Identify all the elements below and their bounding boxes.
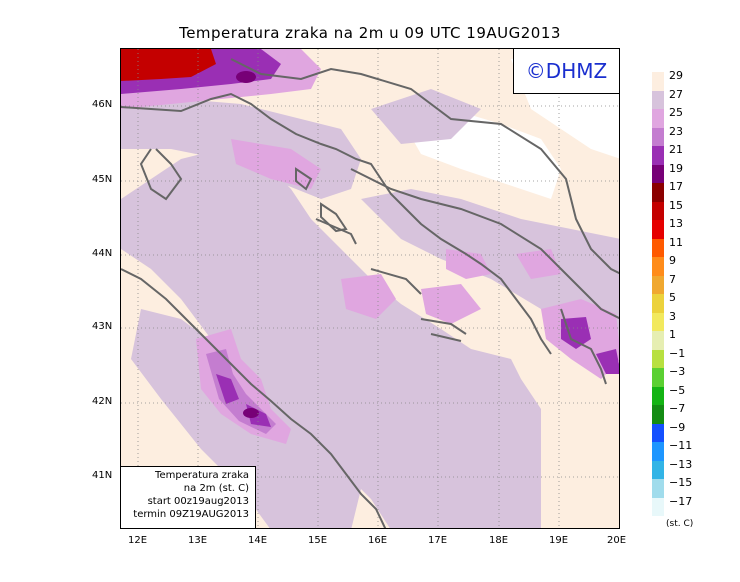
legend-swatch <box>652 423 664 442</box>
legend-label: 9 <box>669 254 676 267</box>
legend-label: 25 <box>669 106 683 119</box>
info-line: Temperatura zraka <box>155 470 249 481</box>
legend-swatch <box>652 442 664 461</box>
legend-label: −5 <box>669 383 686 397</box>
legend-swatch <box>652 497 664 516</box>
lat-label: 43N <box>92 321 113 332</box>
legend-swatch <box>652 331 664 350</box>
lon-label: 16E <box>368 535 388 546</box>
legend-swatch <box>652 312 664 331</box>
legend-label: 11 <box>669 235 683 249</box>
legend-label: 13 <box>669 217 683 230</box>
legend-label: −17 <box>669 494 693 508</box>
map-canvas <box>121 49 619 528</box>
legend-label: −7 <box>669 402 686 415</box>
legend-swatch <box>652 183 664 202</box>
legend-swatch <box>652 238 664 257</box>
legend-swatch <box>652 146 664 165</box>
map-title: Temperatura zraka na 2m u 09 UTC 19AUG20… <box>179 24 561 42</box>
legend-swatch <box>652 349 664 368</box>
legend-label: 21 <box>669 143 683 156</box>
legend-label: 23 <box>669 124 683 138</box>
color-legend <box>652 72 664 516</box>
legend-label: 27 <box>669 87 683 101</box>
island-coastline <box>430 333 462 342</box>
legend-swatch <box>652 72 664 91</box>
legend-label: 1 <box>669 328 676 341</box>
balkan-warm-cell <box>446 249 491 279</box>
legend-swatch <box>652 109 664 128</box>
legend-swatch <box>652 479 664 498</box>
coastlines <box>121 58 619 528</box>
legend-swatch <box>652 405 664 424</box>
info-line: na 2m (st. C) <box>183 483 249 494</box>
lon-label: 15E <box>308 535 328 546</box>
lon-label: 14E <box>248 535 268 546</box>
legend-label: 19 <box>669 161 683 175</box>
graticule <box>121 49 619 528</box>
lon-label: 19E <box>549 535 569 546</box>
island-coastline <box>370 268 422 295</box>
legend-label: 15 <box>669 198 683 212</box>
legend-label: 3 <box>669 309 676 323</box>
legend-swatch <box>652 90 664 109</box>
island-coastline <box>315 218 357 245</box>
balkan-warm-cell <box>596 349 619 374</box>
lat-label: 45N <box>92 174 113 185</box>
land-warm-area <box>371 89 481 144</box>
nw-hottest-area <box>121 49 216 81</box>
island-coastline <box>295 167 313 191</box>
italy-coastline <box>121 268 387 528</box>
info-line: termin 09Z19AUG2013 <box>133 509 249 520</box>
lon-label: 20E <box>607 535 627 546</box>
italy-hot-cell <box>216 374 239 404</box>
border-line <box>350 168 619 320</box>
sea-warm-cell <box>341 274 396 319</box>
legend-swatch <box>652 386 664 405</box>
sea-warm-cell <box>421 284 481 324</box>
legend-swatch <box>652 368 664 387</box>
legend-label: −9 <box>669 420 686 434</box>
border-line <box>230 58 619 275</box>
info-line: start 00z19aug2013 <box>147 496 249 507</box>
legend-swatch <box>652 220 664 239</box>
legend-swatch <box>652 294 664 313</box>
lat-label: 42N <box>92 396 113 407</box>
legend-label: −3 <box>669 365 686 378</box>
legend-label: −11 <box>669 439 693 452</box>
istria-coastline <box>139 148 183 201</box>
balkan-warm-cell <box>561 317 591 349</box>
sea-warm-cell <box>231 139 321 189</box>
legend-label: −1 <box>669 346 686 360</box>
legend-label: −15 <box>669 476 693 489</box>
info-box: Temperatura zraka na 2m (st. C) start 00… <box>121 466 256 528</box>
legend-swatch <box>652 201 664 220</box>
lon-label: 18E <box>489 535 509 546</box>
italy-hottest-cell <box>243 408 259 418</box>
legend-swatch <box>652 257 664 276</box>
lon-label: 17E <box>428 535 448 546</box>
legend-label: −13 <box>669 457 693 471</box>
legend-label: 5 <box>669 291 676 304</box>
lat-label: 44N <box>92 248 113 259</box>
lat-label: 46N <box>92 99 113 110</box>
legend-label: 29 <box>669 69 683 82</box>
nw-hottest-spot <box>236 71 256 83</box>
legend-swatch <box>652 460 664 479</box>
temperature-map[interactable]: ©DHMZ Temperatura zraka na 2m (st. C) st… <box>120 48 620 529</box>
north-coastline <box>121 92 552 355</box>
legend-swatch <box>652 127 664 146</box>
legend-label: 7 <box>669 272 676 286</box>
legend-swatch <box>652 275 664 294</box>
dhmz-logo: ©DHMZ <box>513 49 619 94</box>
lon-label: 12E <box>128 535 148 546</box>
legend-label: 17 <box>669 180 683 193</box>
legend-unit: (st. C) <box>666 519 694 529</box>
lat-label: 41N <box>92 470 113 481</box>
island-coastline <box>420 318 467 335</box>
island-coastline <box>560 308 607 385</box>
lon-label: 13E <box>188 535 208 546</box>
legend-swatch <box>652 164 664 183</box>
